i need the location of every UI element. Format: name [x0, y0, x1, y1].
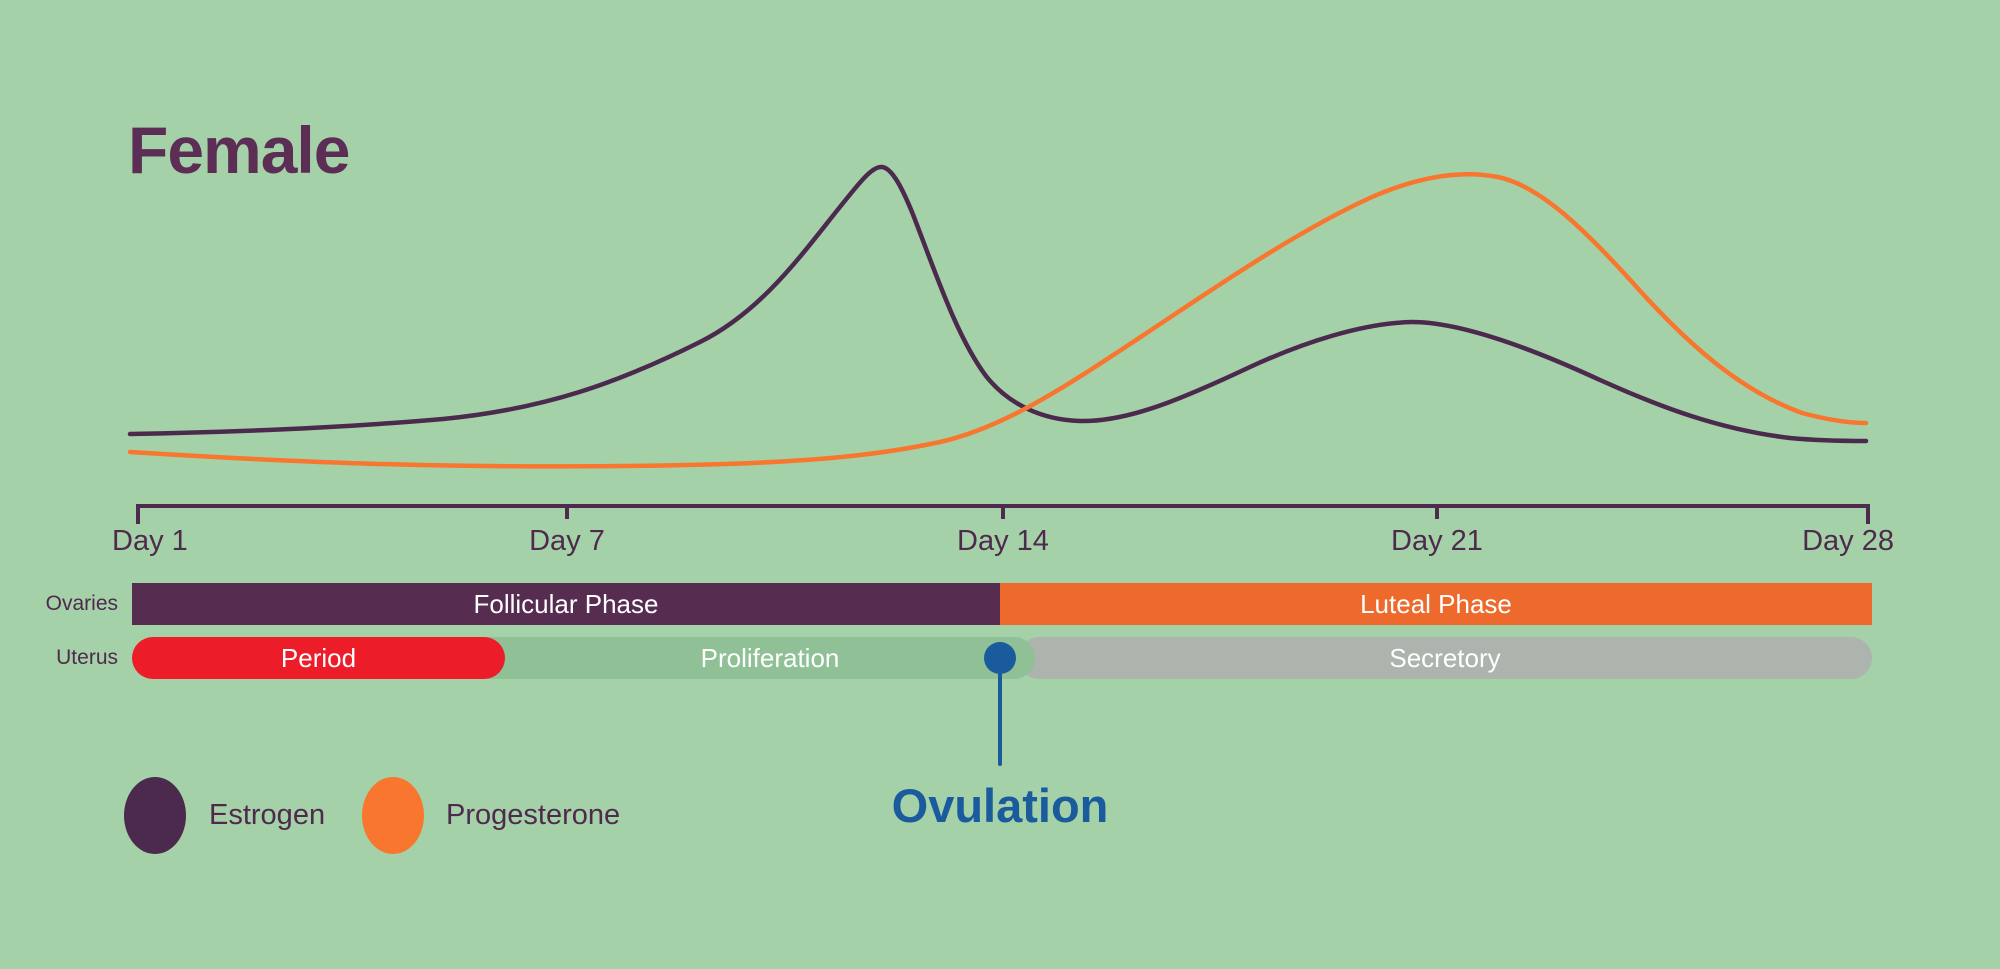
x-axis — [136, 504, 1870, 524]
secretory-bar: Secretory — [1018, 637, 1872, 679]
ovulation-label: Ovulation — [891, 779, 1109, 832]
progesterone-curve — [127, 171, 1869, 469]
proliferation-bar: Proliferation — [470, 637, 1035, 679]
legend-label-estrogen: Estrogen — [209, 799, 326, 831]
page-title: Female — [128, 113, 350, 187]
period-bar: Period — [132, 637, 505, 679]
secretory-bar-label: Secretory — [1389, 642, 1501, 673]
legend-label-progesterone: Progesterone — [446, 799, 621, 831]
luteal-phase-bar: Luteal Phase — [1000, 583, 1872, 625]
estrogen-swatch-icon — [124, 777, 186, 854]
x-tick-label-day-28: Day 28 — [1802, 525, 1894, 557]
follicular-phase-bar-label: Follicular Phase — [473, 588, 659, 619]
x-tick-label-day-14: Day 14 — [957, 525, 1049, 557]
proliferation-bar-label: Proliferation — [700, 642, 840, 673]
follicular-phase-bar: Follicular Phase — [132, 583, 1000, 625]
ovulation-marker-dot — [984, 642, 1016, 674]
ovaries-row-label: Ovaries — [45, 592, 118, 615]
x-tick-label-day-21: Day 21 — [1391, 525, 1483, 557]
ovulation-marker-line — [998, 672, 1002, 766]
progesterone-swatch-icon — [362, 777, 424, 854]
period-bar-label: Period — [280, 642, 357, 673]
x-tick-label-day-1: Day 1 — [112, 525, 188, 557]
x-tick-label-day-7: Day 7 — [529, 525, 605, 557]
estrogen-curve — [127, 164, 1869, 444]
luteal-phase-bar-label: Luteal Phase — [1360, 588, 1512, 619]
uterus-row-label: Uterus — [56, 646, 118, 669]
